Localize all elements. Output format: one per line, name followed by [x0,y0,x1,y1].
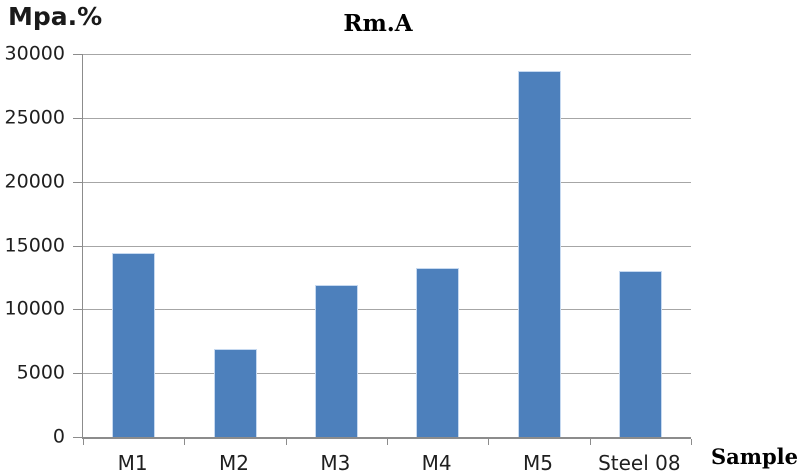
x-axis-tick [589,439,591,445]
x-category-label: M2 [219,451,249,474]
gridline [83,181,691,183]
x-axis-tick [184,439,186,445]
x-axis-tick [285,439,287,445]
bar-m3 [314,285,358,437]
x-axis-tick [691,439,692,445]
y-axis-tick [73,309,83,311]
x-axis-tick [387,439,388,445]
bar-m2 [213,348,257,437]
x-category-label: M1 [117,451,148,474]
y-axis-tick [73,373,83,375]
x-category-label: M5 [523,451,553,474]
y-axis-tick [73,245,83,247]
bar-m5 [517,70,561,437]
x-axis-title: Sample [710,444,798,469]
x-category-label: Steel 08 [598,451,681,474]
gridline [83,309,691,311]
chart-title: Rm.A [343,10,413,37]
y-tick-label: 15000 [4,233,65,256]
plot-area: 0 5000 10000 15000 20000 25000 30000 [5,42,692,447]
y-axis-tick [73,181,83,183]
y-axis-tick [73,437,83,438]
gridline [83,54,691,55]
y-axis-tick [73,117,83,119]
x-category-label: M3 [320,451,351,474]
y-tick-label: 0 [52,425,65,448]
bar-steel-08 [618,271,662,437]
gridline [83,245,691,247]
y-tick-label: 25000 [4,106,65,129]
y-tick-label: 5000 [16,361,65,384]
bar-m4 [416,268,460,437]
y-axis-tick [73,54,83,55]
gridline [83,117,691,119]
x-axis-tick [488,439,490,445]
y-axis-title: Mpa.% [8,2,103,31]
y-tick-label: 10000 [4,297,65,320]
y-tick-label: 20000 [4,169,65,192]
bar-m1 [112,253,156,437]
gridline [83,373,691,375]
x-category-label: M4 [421,451,452,474]
y-tick-label: 30000 [4,42,65,65]
x-axis-tick [83,439,84,445]
